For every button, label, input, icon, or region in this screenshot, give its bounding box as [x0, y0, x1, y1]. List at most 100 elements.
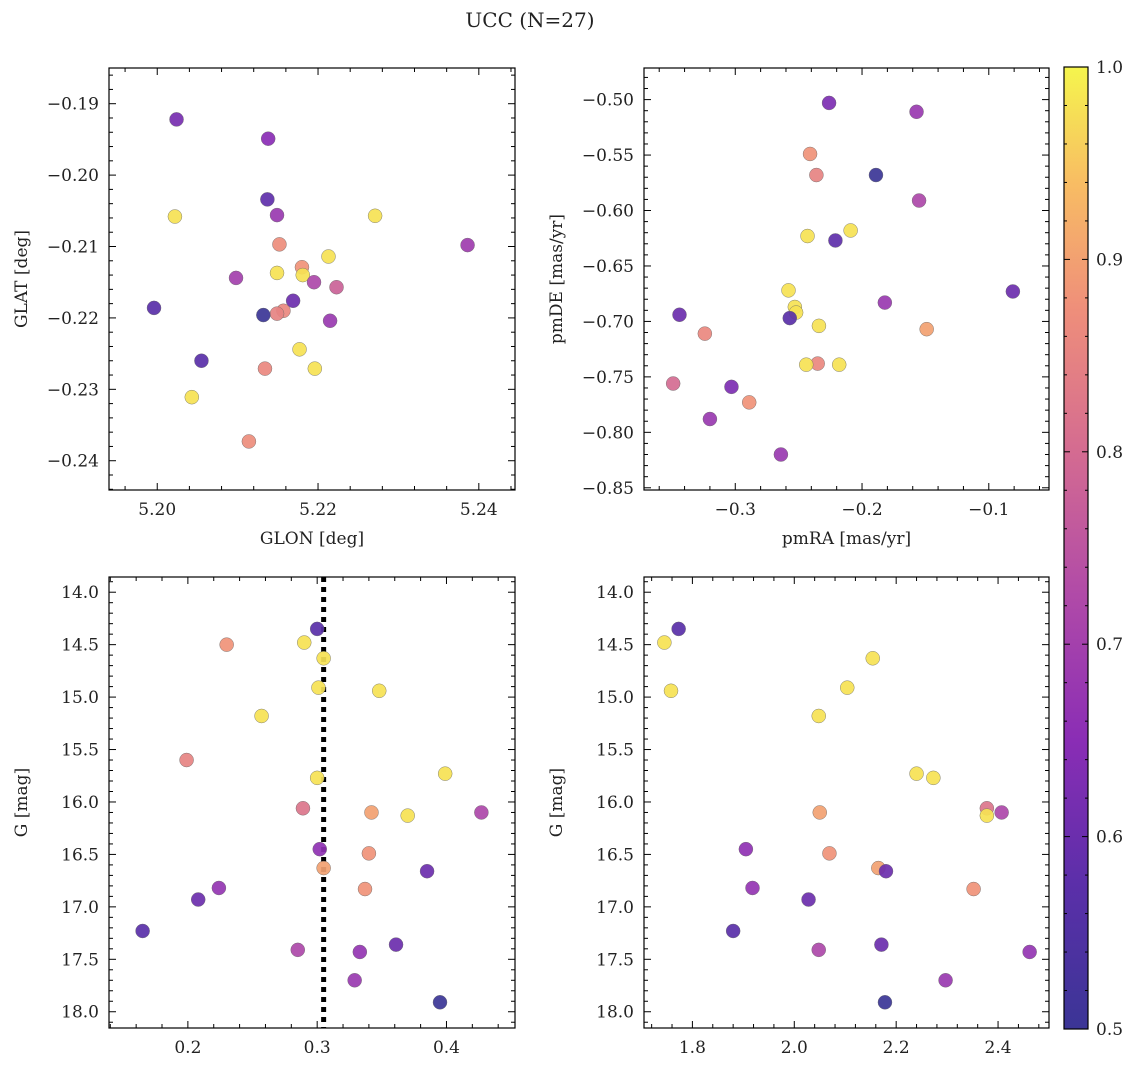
- y-tick-label: −0.20: [47, 166, 99, 186]
- data-point: [919, 321, 934, 337]
- y-tick-label: 16.0: [61, 793, 99, 813]
- data-point: [657, 635, 672, 650]
- plot-frame: [643, 67, 1050, 491]
- panel-2: −0.3 −0.2 −0.1 −0.50 −0.55 −0.60 −0.65 −0.70 −0.…: [547, 67, 1050, 549]
- y-tick-label: −0.23: [47, 380, 99, 400]
- data-point: [269, 306, 285, 321]
- plot-frame: [643, 576, 1050, 1029]
- data-point: [822, 846, 837, 861]
- data-point: [877, 295, 893, 310]
- data-point: [352, 944, 368, 960]
- x-tick-label: 0.4: [433, 1038, 460, 1058]
- data-point: [724, 379, 739, 395]
- data-point: [809, 167, 824, 183]
- data-point: [361, 846, 377, 861]
- data-point: [1005, 284, 1021, 299]
- data-point: [938, 973, 953, 988]
- y-tick-label: −0.75: [582, 368, 634, 388]
- data-point: [309, 770, 325, 786]
- data-point: [312, 841, 327, 857]
- data-point: [799, 357, 814, 372]
- data-point: [725, 923, 741, 939]
- data-point: [738, 841, 754, 857]
- data-point: [460, 237, 475, 253]
- data-point: [911, 193, 927, 208]
- y-tick-label: 15.5: [596, 741, 634, 761]
- data-point: [926, 770, 941, 786]
- data-point: [832, 357, 847, 372]
- data-point: [167, 209, 183, 224]
- data-point: [843, 223, 858, 238]
- data-point: [702, 411, 718, 427]
- data-point: [697, 326, 713, 341]
- data-point: [135, 923, 150, 939]
- x-tick-label: 5.20: [138, 500, 176, 520]
- data-point: [228, 270, 244, 286]
- data-point: [285, 293, 301, 308]
- panels: 5.20 5.22 5.24 −0.19 −0.20 −0.21 −0.22 −0.23 −0.…: [12, 67, 1050, 1058]
- data-point: [821, 95, 837, 111]
- data-point: [311, 680, 326, 695]
- y-tick-label: 15.5: [61, 741, 99, 761]
- y-tick-label: 14.0: [61, 583, 99, 603]
- data-point: [260, 131, 276, 146]
- data-point: [663, 683, 679, 698]
- y-axis-label: GLAT [deg]: [12, 230, 32, 328]
- data-point: [781, 283, 796, 298]
- y-axis-label: G [mag]: [12, 768, 32, 837]
- data-point: [966, 881, 981, 897]
- data-point: [306, 275, 322, 290]
- data-point: [254, 708, 269, 724]
- y-tick-label: 14.5: [61, 636, 99, 656]
- data-point: [316, 651, 331, 666]
- colorbar-tick-label: 0.7: [1096, 635, 1123, 655]
- y-tick-label: −0.55: [582, 146, 634, 166]
- y-tick-label: 18.0: [596, 1003, 634, 1023]
- x-tick-label: 0.3: [304, 1038, 331, 1058]
- x-axis-label: pmRA [mas/yr]: [782, 529, 911, 549]
- data-point: [672, 307, 687, 322]
- data-point: [194, 353, 209, 368]
- data-point: [474, 805, 489, 820]
- data-point: [256, 307, 271, 323]
- y-axis-label: G [mag]: [547, 768, 567, 837]
- y-tick-label: 14.5: [596, 636, 634, 656]
- colorbar: 0.5 0.6 0.7 0.8 0.9 1.0: [1063, 58, 1123, 1040]
- data-point: [388, 937, 404, 952]
- data-point: [367, 208, 383, 224]
- x-tick-label: 5.22: [299, 500, 337, 520]
- data-point: [909, 104, 924, 120]
- data-point: [357, 881, 373, 897]
- data-point: [241, 434, 257, 449]
- x-tick-label: −0.2: [841, 500, 882, 520]
- colorbar-tick-label: 1.0: [1096, 58, 1123, 78]
- data-point: [979, 808, 995, 823]
- y-tick-label: −0.22: [47, 309, 99, 329]
- x-tick-label: 2.4: [985, 1038, 1012, 1058]
- data-point: [419, 863, 435, 879]
- data-point: [801, 892, 816, 907]
- x-tick-label: 2.0: [781, 1038, 808, 1058]
- data-point: [257, 361, 273, 376]
- data-point: [800, 228, 815, 244]
- data-point: [432, 995, 448, 1010]
- data-point: [782, 310, 797, 326]
- x-tick-label: 1.8: [679, 1038, 706, 1058]
- data-point: [269, 265, 285, 281]
- y-tick-label: −0.80: [582, 423, 634, 443]
- data-point: [297, 635, 312, 650]
- data-point: [219, 637, 234, 652]
- data-point: [1022, 944, 1037, 960]
- y-tick-label: −0.24: [47, 452, 99, 472]
- y-tick-label: 18.0: [61, 1003, 99, 1023]
- x-tick-label: −0.1: [968, 500, 1009, 520]
- data-point: [665, 376, 681, 391]
- y-tick-label: −0.65: [582, 257, 634, 277]
- data-point: [169, 112, 184, 127]
- data-point: [295, 267, 310, 283]
- x-tick-label: −0.3: [715, 500, 756, 520]
- data-point: [877, 995, 893, 1010]
- colorbar-tick-label: 0.8: [1096, 443, 1123, 463]
- y-tick-label: −0.70: [582, 312, 634, 332]
- data-point: [400, 808, 415, 823]
